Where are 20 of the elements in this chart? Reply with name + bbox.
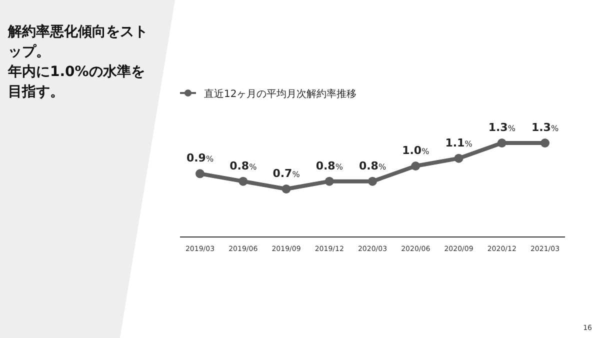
data-label: 0.8% (316, 159, 344, 172)
point (540, 138, 550, 148)
data-label: 1.1% (445, 136, 473, 150)
data-label: 0.8% (358, 159, 386, 172)
data-label: 0.9% (186, 152, 214, 165)
point (454, 154, 464, 163)
legend-label: 直近12ヶ月の平均月次解約率推移 (204, 88, 357, 100)
data-label: 1.0% (402, 144, 430, 157)
chart-title: 解約率悪化傾向をストップ。年内に1.0%の水準を目指す。 (7, 23, 148, 100)
point (411, 162, 420, 170)
point (196, 169, 204, 178)
data-label: 1.3% (531, 121, 559, 134)
data-label: 0.7% (272, 167, 300, 180)
point (497, 138, 506, 148)
data-label: 0.8% (230, 159, 258, 172)
point (282, 184, 291, 194)
point (238, 176, 248, 186)
point (324, 176, 334, 186)
point (368, 176, 377, 186)
data-label: 1.3% (488, 121, 516, 134)
